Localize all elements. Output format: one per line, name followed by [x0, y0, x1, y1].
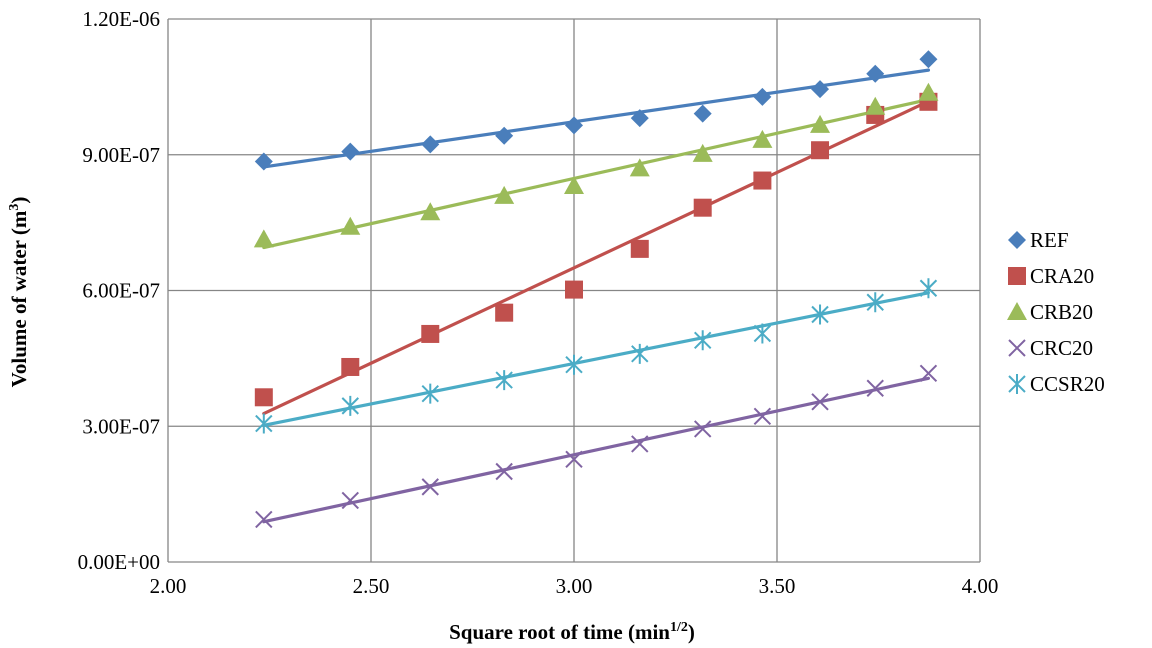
data-point-crb20 — [420, 202, 441, 221]
x-tick-label: 3.50 — [759, 574, 796, 598]
legend-label-ref: REF — [1030, 228, 1069, 252]
data-point-ref — [693, 104, 712, 123]
x-axis-tick-labels: 2.00 2.50 3.00 3.50 4.00 — [150, 574, 999, 598]
y-tick-label: 1.20E-06 — [82, 7, 160, 31]
data-point-crb20 — [340, 216, 361, 235]
trend-line-crc20 — [262, 376, 931, 524]
legend-label-cra20: CRA20 — [1030, 264, 1094, 288]
data-point-ccsr20 — [631, 343, 649, 364]
legend-marker-crc20 — [1008, 339, 1026, 357]
trend-line-crb20 — [262, 97, 931, 250]
y-tick-label: 0.00E+00 — [78, 550, 160, 574]
data-point-ref — [630, 109, 649, 128]
gridlines — [167, 18, 981, 563]
data-point-ref — [341, 142, 360, 161]
data-point-ccsr20 — [341, 395, 360, 416]
data-point-ccsr20 — [495, 370, 513, 391]
x-tick-label: 2.50 — [353, 574, 390, 598]
data-point-crc20 — [255, 510, 273, 529]
legend-marker-ccsr20 — [1008, 374, 1026, 394]
x-tick-label: 4.00 — [962, 574, 999, 598]
data-point-crc20 — [753, 407, 772, 426]
y-tick-label: 6.00E-07 — [82, 279, 160, 303]
data-point-cra20 — [811, 141, 830, 160]
y-tick-label: 9.00E-07 — [82, 143, 160, 167]
data-point-crc20 — [565, 450, 583, 468]
data-point-ccsr20 — [565, 354, 583, 375]
data-point-cra20 — [565, 280, 583, 299]
legend-marker-ref — [1008, 231, 1026, 249]
y-axis-tick-labels: 0.00E+00 3.00E-07 6.00E-07 9.00E-07 1.20E-06 — [78, 7, 160, 574]
legend-marker-cra20 — [1008, 267, 1026, 285]
legend: REF CRA20 CRB20 CRC20 CCSR20 — [1007, 228, 1105, 396]
data-point-cra20 — [753, 171, 772, 190]
legend-marker-crb20 — [1007, 302, 1027, 320]
data-point-ref — [866, 64, 885, 83]
x-tick-label: 3.00 — [556, 574, 593, 598]
data-point-ref — [254, 152, 273, 171]
data-point-crc20 — [693, 420, 712, 438]
data-point-crb20 — [629, 158, 650, 177]
data-point-ref — [565, 116, 583, 135]
data-point-crc20 — [919, 364, 938, 383]
data-point-ccsr20 — [866, 292, 884, 313]
data-point-ref — [811, 80, 830, 99]
data-point-crc20 — [341, 491, 360, 510]
data-point-crb20 — [918, 82, 939, 101]
legend-label-ccsr20: CCSR20 — [1030, 372, 1105, 396]
data-point-crc20 — [421, 478, 439, 496]
data-markers — [253, 50, 939, 529]
data-point-crb20 — [692, 143, 713, 162]
legend-label-crc20: CRC20 — [1030, 336, 1093, 360]
data-point-ccsr20 — [421, 383, 439, 404]
data-point-ccsr20 — [811, 304, 829, 325]
data-point-crb20 — [494, 185, 515, 204]
data-point-cra20 — [421, 324, 440, 343]
trend-lines — [262, 68, 931, 524]
data-point-ref — [421, 135, 440, 154]
data-point-ccsr20 — [693, 330, 712, 351]
data-point-ccsr20 — [255, 413, 273, 434]
data-point-ccsr20 — [753, 323, 772, 344]
data-point-cra20 — [693, 198, 712, 217]
data-point-ref — [495, 126, 514, 145]
data-point-cra20 — [495, 303, 514, 322]
data-point-crb20 — [564, 175, 584, 194]
trend-line-ccsr20 — [262, 291, 931, 427]
x-axis-title: Square root of time (min1/2) — [449, 620, 695, 644]
data-point-crb20 — [810, 114, 831, 133]
data-point-cra20 — [254, 388, 273, 407]
data-point-cra20 — [630, 239, 649, 258]
data-point-crb20 — [865, 96, 886, 115]
x-tick-label: 2.00 — [150, 574, 187, 598]
data-point-crb20 — [253, 229, 274, 248]
data-point-crc20 — [495, 462, 513, 481]
data-point-crc20 — [631, 435, 649, 453]
data-point-ref — [919, 50, 938, 69]
data-point-crb20 — [752, 129, 773, 148]
y-axis-title: Volume of water (m3) — [7, 197, 31, 388]
data-point-cra20 — [341, 357, 360, 376]
data-point-ccsr20 — [919, 278, 938, 299]
data-point-crc20 — [811, 393, 829, 411]
legend-label-crb20: CRB20 — [1030, 300, 1093, 324]
y-tick-label: 3.00E-07 — [82, 414, 160, 438]
data-point-ref — [753, 87, 772, 106]
data-point-crc20 — [866, 379, 884, 397]
